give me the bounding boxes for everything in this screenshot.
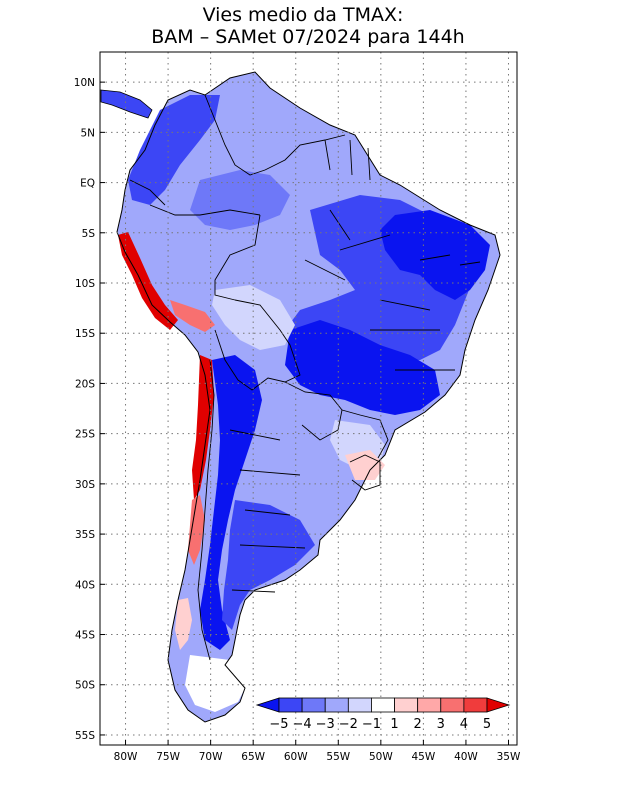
coastline xyxy=(116,71,501,723)
lon-tick-label: 60W xyxy=(284,751,308,763)
lat-tick-label: 25S xyxy=(75,429,95,441)
bias-patch-north xyxy=(128,95,220,205)
map-title-line1: Vies medio da TMAX: xyxy=(203,4,404,26)
bias-patch-chile-central xyxy=(188,495,205,565)
map-frame: 10N 5N EQ 5S 10S 15S 20S 25S 30S 35S 40S 45S 50S 55S 8… xyxy=(74,51,521,763)
map-border xyxy=(99,51,518,746)
colorbar-label: −1 xyxy=(362,717,381,732)
lat-tick-label: 5N xyxy=(80,127,95,139)
gridlines xyxy=(100,52,517,745)
colorbar-bin xyxy=(394,697,419,713)
border-uruguay xyxy=(349,454,381,491)
colorbar: −5 −4 −3 −2 −1 1 2 3 4 5 xyxy=(255,697,511,732)
lat-tick-label: 40S xyxy=(75,579,95,591)
lat-tick-label: 10S xyxy=(75,278,95,290)
border-venezuela-brazil xyxy=(264,134,346,171)
colorbar-bin xyxy=(371,697,395,713)
lon-tick-label: 45W xyxy=(412,751,436,763)
colorbar-label: −4 xyxy=(293,717,312,732)
bias-patch-colombia-east xyxy=(190,170,290,230)
lat-tick-label: 15S xyxy=(75,328,95,340)
colorbar-label: 1 xyxy=(390,717,398,732)
bias-patch-central xyxy=(285,320,440,415)
border-ecuador xyxy=(129,179,166,206)
colorbar-label: 3 xyxy=(437,717,445,732)
border-venezuela-colombia xyxy=(204,94,266,176)
lat-tick-label: 55S xyxy=(75,730,95,742)
border-chile-argentina xyxy=(197,359,215,661)
bias-patch-uruguay xyxy=(345,450,385,480)
bias-patch-peru-coast xyxy=(118,232,178,330)
colorbar-label: −2 xyxy=(339,717,358,732)
colorbar-bin xyxy=(278,697,303,713)
colorbar-label: −5 xyxy=(269,717,288,732)
lon-tick-label: 35W xyxy=(497,751,521,763)
bias-patch-chile-south xyxy=(175,598,192,650)
lat-tick-label: 10N xyxy=(74,77,95,89)
continent-bias-field xyxy=(117,72,500,722)
lon-tick-label: 40W xyxy=(454,751,478,763)
bias-patch-argentina-west xyxy=(200,355,262,650)
map-title-line2: BAM – SAMet 07/2024 para 144h xyxy=(151,26,464,48)
country-borders xyxy=(129,94,481,661)
border-guianas xyxy=(324,139,371,181)
bias-patch-northeast xyxy=(380,210,490,300)
lat-tick-label: 35S xyxy=(75,529,95,541)
border-brazil-states xyxy=(304,209,481,371)
axis-ticks: 10N 5N EQ 5S 10S 15S 20S 25S 30S 35S 40S 45S 50S 55S 8… xyxy=(74,77,521,763)
colorbar-bin xyxy=(440,697,465,713)
lat-tick-label: 45S xyxy=(75,630,95,642)
bias-patch-chile-north xyxy=(192,355,214,500)
bias-patch-patagonia xyxy=(222,500,315,630)
central-america xyxy=(100,89,153,119)
colorbar-bin xyxy=(324,697,349,713)
lon-tick-label: 80W xyxy=(114,751,138,763)
lat-tick-label: 50S xyxy=(75,680,95,692)
lon-tick-label: 65W xyxy=(241,751,265,763)
colorbar-bin xyxy=(301,697,326,713)
colorbar-label: −3 xyxy=(316,717,335,732)
lat-tick-label: 30S xyxy=(75,479,95,491)
lon-tick-label: 75W xyxy=(156,751,180,763)
colorbar-high-arrow xyxy=(486,697,511,713)
lat-tick-label: EQ xyxy=(80,178,95,190)
lat-tick-label: 5S xyxy=(82,228,96,240)
bias-patch-tierra-del-fuego xyxy=(185,655,245,712)
colorbar-bin xyxy=(347,697,372,713)
bias-patch-peru-andes xyxy=(170,300,215,332)
lon-tick-label: 70W xyxy=(199,751,223,763)
colorbar-bin xyxy=(463,697,488,713)
border-peru-brazil xyxy=(214,214,261,301)
lon-tick-label: 55W xyxy=(326,751,350,763)
lon-tick-label: 50W xyxy=(369,751,393,763)
border-argentina-provinces xyxy=(229,429,306,593)
colorbar-label: 2 xyxy=(414,717,422,732)
border-colombia-peru xyxy=(149,204,261,216)
colorbar-label: 4 xyxy=(460,717,468,732)
colorbar-bin xyxy=(417,697,442,713)
lat-tick-label: 20S xyxy=(75,378,95,390)
colorbar-label: 5 xyxy=(483,717,491,732)
border-brazil-south xyxy=(341,409,389,459)
